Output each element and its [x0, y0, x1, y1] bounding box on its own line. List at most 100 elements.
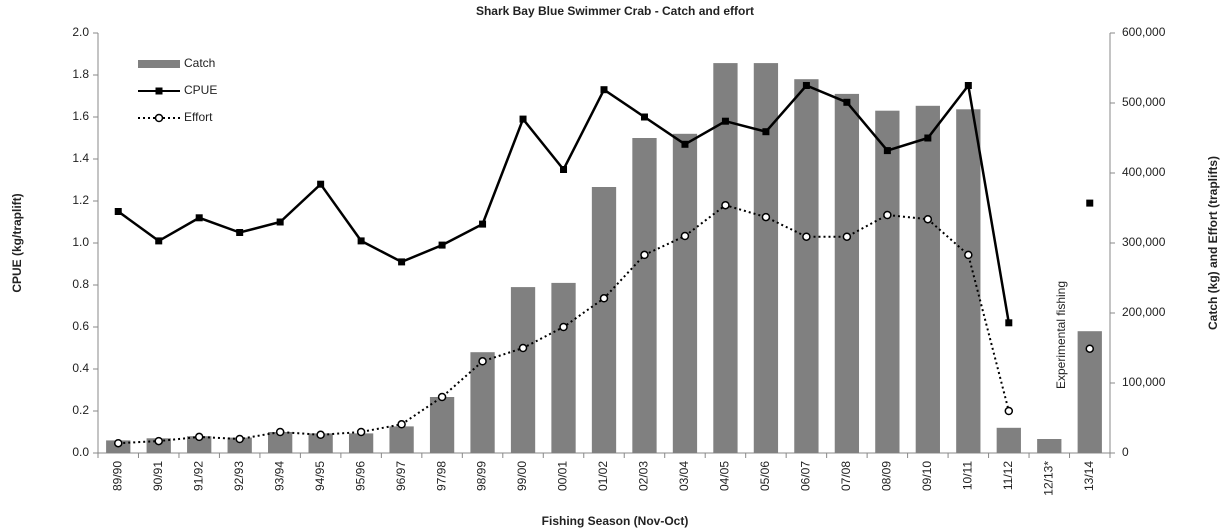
bar [794, 79, 819, 453]
marker [599, 294, 609, 303]
x-tick-label: 92/93 [232, 461, 246, 491]
marker [113, 438, 123, 448]
bar [348, 433, 374, 453]
y2-tick-label: 0 [1122, 445, 1129, 459]
marker [398, 258, 406, 266]
x-tick-label: 98/99 [475, 461, 489, 491]
marker [317, 180, 325, 188]
y-tick-label: 2.0 [72, 25, 89, 39]
x-tick-label: 95/96 [353, 461, 367, 491]
x-tick-label: 07/08 [839, 461, 853, 491]
marker [114, 208, 122, 215]
x-tick-label: 08/09 [880, 461, 894, 491]
marker [924, 134, 932, 142]
y-tick-label: 1.2 [72, 193, 89, 207]
bar [632, 138, 657, 453]
x-tick-label: 91/92 [191, 461, 205, 491]
x-tick-label: 12/13* [1041, 461, 1055, 496]
y2-tick-label: 300,000 [1122, 235, 1166, 249]
marker [518, 343, 528, 353]
marker [236, 229, 244, 236]
marker [883, 147, 891, 155]
x-tick-label: 03/04 [677, 461, 691, 491]
y-tick-label: 0.4 [72, 361, 89, 375]
marker [479, 220, 487, 228]
x-tick-label: 06/07 [799, 461, 813, 491]
x-tick-label: 94/95 [313, 461, 327, 491]
y2-tick-label: 600,000 [1122, 25, 1166, 39]
marker [560, 166, 568, 173]
y2-axis-title: Catch (kg) and Effort (traplifts) [1206, 156, 1220, 330]
x-tick-label: 97/98 [434, 461, 448, 491]
legend-marker [155, 87, 163, 95]
marker [356, 427, 366, 437]
marker [883, 210, 892, 220]
marker [964, 250, 973, 260]
marker [1086, 199, 1094, 207]
marker [640, 250, 649, 260]
marker [155, 237, 163, 245]
legend-label: Effort [184, 110, 213, 124]
marker [276, 218, 284, 226]
y-tick-label: 1.6 [72, 109, 89, 123]
annotation: Experimental fishing [1054, 281, 1068, 389]
bar [875, 110, 900, 453]
x-tick-label: 99/00 [515, 461, 529, 491]
bar [146, 438, 171, 453]
bar [915, 105, 940, 454]
bar [834, 93, 860, 454]
y-axis-title: CPUE (kg/traplift) [10, 193, 24, 292]
marker [194, 432, 204, 442]
marker [802, 82, 810, 89]
marker [680, 231, 690, 241]
marker [397, 420, 406, 429]
x-tick-label: 90/91 [151, 461, 165, 491]
legend-label: Catch [184, 56, 215, 70]
y-tick-label: 1.8 [72, 67, 89, 81]
bar [753, 63, 779, 453]
x-tick-label: 05/06 [758, 461, 772, 491]
bar [996, 427, 1021, 453]
bar [956, 109, 981, 454]
x-tick-label: 11/12 [1001, 461, 1015, 490]
bar [187, 436, 212, 453]
x-tick-label: 01/02 [596, 461, 610, 491]
bar [551, 282, 576, 453]
marker [235, 434, 244, 444]
legend-marker [154, 113, 164, 123]
x-tick-label: 04/05 [718, 461, 732, 491]
legend-label: CPUE [184, 83, 217, 97]
marker [802, 232, 811, 241]
marker [761, 212, 771, 222]
marker [600, 86, 608, 94]
marker [478, 357, 487, 366]
y-tick-label: 0.6 [72, 319, 89, 333]
x-tick-label: 93/94 [272, 461, 286, 491]
y2-tick-label: 500,000 [1122, 95, 1166, 109]
marker [438, 241, 446, 249]
marker [559, 322, 568, 332]
bar [470, 352, 495, 453]
bar [713, 63, 738, 453]
y-tick-label: 0.8 [72, 277, 89, 291]
x-axis-title: Fishing Season (Nov-Oct) [542, 514, 689, 528]
y-tick-label: 1.0 [72, 235, 89, 249]
x-tick-label: 00/01 [556, 461, 570, 491]
marker [357, 237, 365, 245]
x-tick-label: 89/90 [110, 461, 124, 491]
y2-tick-label: 100,000 [1122, 375, 1166, 389]
marker [195, 214, 203, 222]
bar [308, 433, 333, 453]
marker [762, 128, 770, 136]
marker [1005, 319, 1013, 327]
x-tick-label: 02/03 [637, 461, 651, 491]
y2-tick-label: 400,000 [1122, 165, 1166, 179]
marker [843, 98, 851, 106]
bar [510, 287, 536, 453]
bar [268, 432, 293, 453]
bar [227, 437, 252, 453]
y-tick-label: 0.0 [72, 445, 89, 459]
x-tick-label: 10/11 [960, 461, 974, 490]
